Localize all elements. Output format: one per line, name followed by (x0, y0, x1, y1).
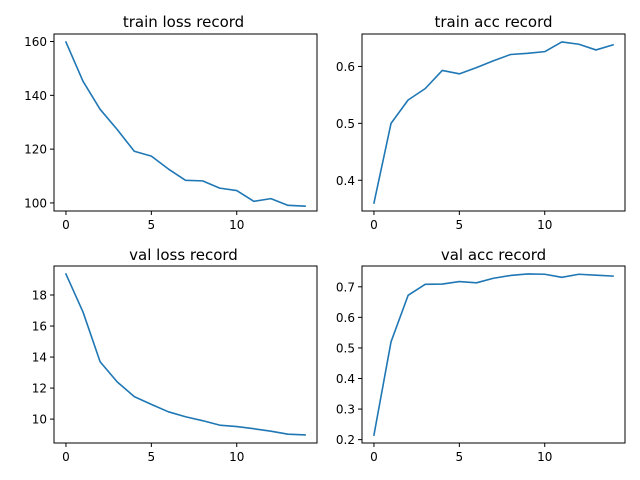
x-tick-label: 0 (62, 218, 70, 232)
x-tick-label: 10 (229, 218, 244, 232)
x-tick-label: 0 (370, 218, 378, 232)
chart-title: train loss record (123, 13, 244, 31)
x-tick-label: 0 (62, 450, 70, 464)
series-line (64, 273, 306, 436)
y-tick-label: 140 (24, 89, 47, 103)
series-line (373, 273, 614, 436)
chart-title: val loss record (129, 246, 238, 264)
y-tick-label: 0.6 (336, 60, 355, 74)
y-tick-label: 120 (24, 143, 47, 157)
y-tick-label: 0.2 (336, 433, 355, 447)
plot-marks: 0 5 10 0.4 0.5 0.6 (336, 41, 615, 232)
y-tick-label: 0.5 (336, 341, 355, 355)
axes-frame (361, 33, 626, 212)
subplot-val-loss: val loss record 0 5 10 10 12 14 16 18 (32, 246, 318, 464)
y-tick-label: 0.4 (336, 372, 355, 386)
plot-marks: 0 5 10 10 12 14 16 18 (32, 273, 306, 464)
y-tick-label: 100 (24, 196, 47, 210)
plot-marks: 0 5 10 0.2 0.3 0.4 0.5 0.6 0.7 (336, 273, 614, 464)
x-tick-label: 0 (370, 450, 378, 464)
subplot-train-loss: train loss record 0 5 10 100 120 140 160 (24, 13, 318, 232)
y-tick-label: 160 (24, 35, 47, 49)
y-tick-label: 12 (32, 382, 47, 396)
y-tick-label: 10 (32, 413, 47, 427)
y-tick-label: 0.5 (336, 117, 355, 131)
x-tick-label: 5 (148, 218, 156, 232)
y-tick-label: 0.3 (336, 403, 355, 417)
x-tick-label: 5 (456, 450, 464, 464)
x-tick-label: 10 (537, 218, 552, 232)
axes-frame (53, 265, 318, 444)
axes-frame (361, 265, 626, 444)
x-tick-label: 5 (456, 218, 464, 232)
y-tick-label: 0.6 (336, 311, 355, 325)
axes-frame (53, 33, 318, 212)
y-tick-label: 18 (32, 289, 47, 303)
x-tick-label: 10 (229, 450, 244, 464)
y-tick-label: 14 (32, 351, 47, 365)
chart-title: val acc record (441, 246, 546, 264)
y-tick-label: 0.4 (336, 174, 355, 188)
subplot-train-acc: train acc record 0 5 10 0.4 0.5 0.6 (336, 13, 626, 232)
y-tick-label: 0.7 (336, 280, 355, 294)
x-tick-label: 5 (148, 450, 156, 464)
x-tick-label: 10 (537, 450, 552, 464)
series-line (373, 41, 615, 204)
y-tick-label: 16 (32, 320, 47, 334)
series-line (64, 41, 306, 207)
plot-marks: 0 5 10 100 120 140 160 (24, 35, 306, 232)
chart-title: train acc record (434, 13, 552, 31)
subplot-val-acc: val acc record 0 5 10 0.2 0.3 0.4 0.5 0.6 0.7 (336, 246, 626, 464)
